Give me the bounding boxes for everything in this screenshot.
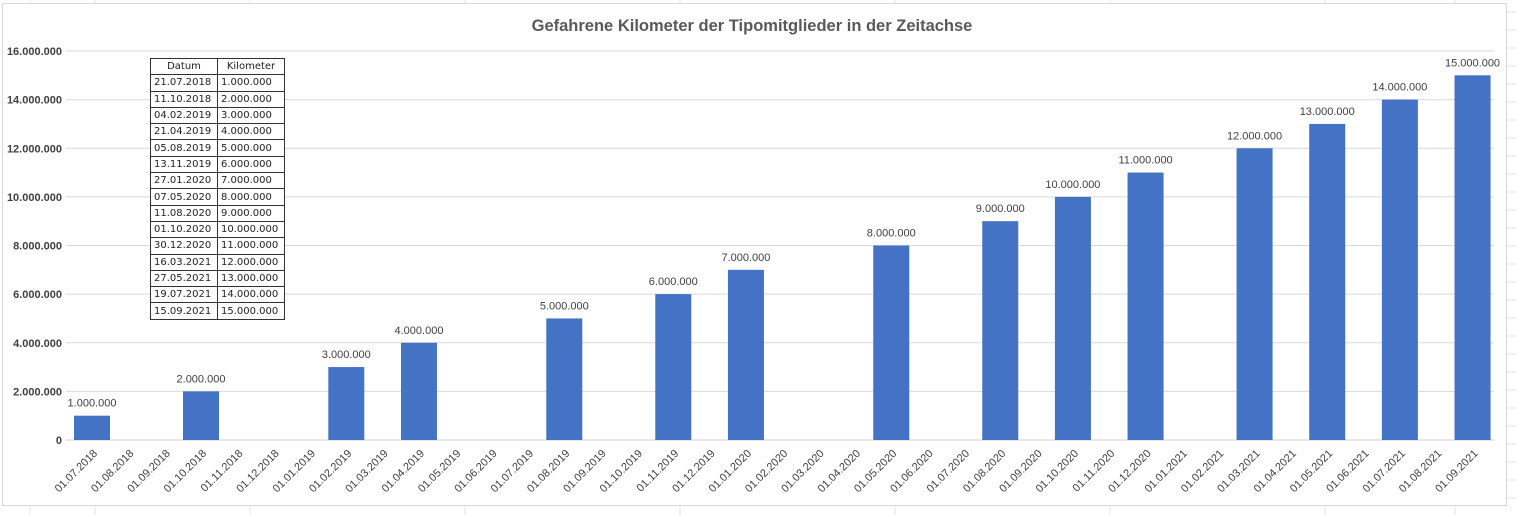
bar[interactable] [328,367,365,440]
table-row: 07.05.2020 8.000.000 [150,188,285,206]
data-label: 9.000.000 [976,203,1025,215]
spreadsheet-gridlines [29,0,1516,515]
table-cell-kilometer: 6.000.000 [217,155,285,174]
table-cell-kilometer: 14.000.000 [217,286,285,304]
table-cell-datum: 30.12.2020 [150,237,218,255]
bar[interactable] [1127,172,1164,440]
bar[interactable] [1309,123,1346,440]
bar[interactable] [982,221,1019,440]
data-label: 2.000.000 [177,373,226,385]
table-row: 01.10.2020 10.000.000 [150,220,285,239]
table-cell-kilometer: 10.000.000 [217,220,285,239]
table-row: 27.05.2021 13.000.000 [150,269,285,288]
table-row: 16.03.2021 12.000.000 [150,253,285,271]
y-axis-tick-labels: 0 2.000.000 4.000.000 6.000.000 8.000.000 10.… [7,46,62,447]
table-cell-datum: 07.05.2020 [150,188,218,206]
data-label: 15.000.000 [1445,57,1500,69]
bar[interactable] [727,269,764,440]
table-cell-datum: 27.05.2021 [150,269,218,288]
table-cell-datum: 16.03.2021 [150,253,218,271]
y-tick-label: 14.000.000 [7,95,62,107]
data-label: 14.000.000 [1372,82,1427,94]
data-label: 4.000.000 [395,325,444,337]
data-label: 10.000.000 [1045,179,1100,191]
bar[interactable] [182,391,219,440]
data-label: 13.000.000 [1300,106,1355,118]
table-cell-kilometer: 3.000.000 [217,106,285,125]
y-tick-label: 8.000.000 [13,241,62,253]
table-header-datum: Datum [150,57,218,76]
table-cell-datum: 21.07.2018 [150,74,218,92]
table-row: 11.08.2020 9.000.000 [150,204,285,222]
table-cell-kilometer: 4.000.000 [217,123,285,141]
y-tick-label: 10.000.000 [7,192,62,204]
table-cell-kilometer: 11.000.000 [217,237,285,255]
table-cell-datum: 27.01.2020 [150,172,218,190]
data-label: 11.000.000 [1118,155,1172,167]
y-tick-label: 12.000.000 [7,143,62,155]
table-cell-datum: 04.02.2019 [150,106,218,125]
data-label: 1.000.000 [68,398,117,410]
bars [74,75,1491,440]
data-label: 6.000.000 [649,276,698,288]
table-cell-datum: 05.08.2019 [150,139,218,157]
y-tick-label: 0 [56,435,62,447]
bar[interactable] [1454,75,1491,440]
data-label: 3.000.000 [322,349,371,361]
table-cell-datum: 21.04.2019 [150,123,218,141]
table-row: 21.04.2019 4.000.000 [150,123,285,141]
bar[interactable] [1381,99,1418,440]
y-tick-label: 4.000.000 [13,338,62,350]
table-cell-datum: 01.10.2020 [150,220,218,239]
table-cell-kilometer: 5.000.000 [217,139,285,157]
table-cell-kilometer: 15.000.000 [217,302,285,320]
table-cell-kilometer: 8.000.000 [217,188,285,206]
table-row: 15.09.2021 15.000.000 [150,302,285,320]
table-row: 11.10.2018 2.000.000 [150,90,285,108]
bar[interactable] [74,415,110,440]
table-header-kilometer: Kilometer [217,57,285,76]
y-tick-label: 6.000.000 [13,289,62,301]
table-row: 19.07.2021 14.000.000 [150,286,285,304]
table-cell-kilometer: 9.000.000 [217,204,285,222]
table-row: 21.07.2018 1.000.000 [150,74,285,92]
table-cell-kilometer: 12.000.000 [217,253,285,271]
table-row: 13.11.2019 6.000.000 [150,155,285,174]
data-label: 12.000.000 [1227,130,1282,142]
chart-title: Gefahrene Kilometer der Tipomitglieder i… [532,17,973,35]
y-tick-label: 16.000.000 [7,46,62,58]
table-row: 04.02.2019 3.000.000 [150,106,285,125]
bar[interactable] [873,245,910,441]
table-cell-kilometer: 1.000.000 [217,74,285,92]
data-label: 8.000.000 [867,228,916,240]
bar[interactable] [400,342,437,440]
y-tick-label: 2.000.000 [13,386,62,398]
table-row: 05.08.2019 5.000.000 [150,139,285,157]
data-labels: 1.000.0002.000.0003.000.0004.000.0005.00… [68,57,1501,409]
data-table: Datum Kilometer 21.07.2018 1.000.000 11.10… [150,57,285,320]
data-label: 5.000.000 [540,300,589,312]
bar[interactable] [546,318,583,440]
bar[interactable] [1054,196,1091,440]
table-cell-kilometer: 13.000.000 [217,269,285,288]
table-cell-kilometer: 7.000.000 [217,172,285,190]
table-cell-datum: 13.11.2019 [150,155,218,174]
bar[interactable] [1236,148,1273,440]
table-cell-datum: 11.08.2020 [150,204,218,222]
table-row: 30.12.2020 11.000.000 [150,237,285,255]
table-cell-kilometer: 2.000.000 [217,90,285,108]
table-cell-datum: 15.09.2021 [150,302,218,320]
data-label: 7.000.000 [721,252,770,264]
table-cell-datum: 11.10.2018 [150,90,218,108]
bar[interactable] [655,294,692,440]
table-row: 27.01.2020 7.000.000 [150,172,285,190]
y-gridlines [66,50,1494,441]
table-cell-datum: 19.07.2021 [150,286,218,304]
